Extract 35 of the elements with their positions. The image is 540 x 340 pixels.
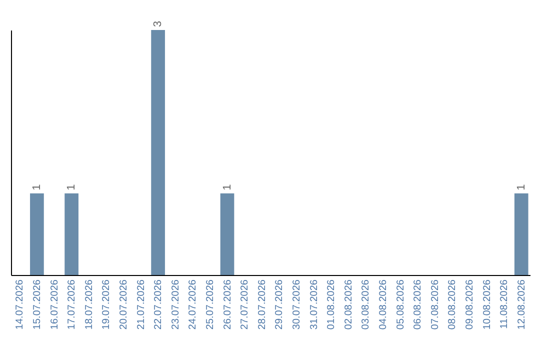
x-tick-label: 08.08.2026	[447, 279, 458, 330]
x-tick-label: 31.07.2026	[308, 279, 320, 330]
x-tick-label: 04.08.2026	[378, 279, 389, 330]
x-tick-label: 12.08.2026	[516, 279, 528, 330]
x-tick-label: 14.07.2026	[14, 279, 26, 330]
x-tick-label: 11.08.2026	[499, 279, 510, 329]
x-tick-label: 15.07.2026	[32, 279, 43, 330]
data-label: 1	[66, 184, 78, 190]
x-tick-label: 26.07.2026	[222, 279, 234, 330]
x-tick-label: 02.08.2026	[343, 279, 354, 330]
x-tick-label: 23.07.2026	[170, 279, 182, 330]
x-tick-label: 24.07.2026	[188, 279, 199, 330]
x-tick-label: 27.07.2026	[240, 279, 251, 330]
x-tick-label: 06.08.2026	[412, 279, 424, 330]
x-tick-label: 25.07.2026	[204, 279, 216, 330]
x-tick-label: 05.08.2026	[395, 279, 406, 330]
x-tick-label: 18.07.2026	[84, 279, 95, 330]
data-label: 1	[30, 184, 43, 190]
data-label: 3	[152, 20, 164, 27]
x-tick-label: 01.08.2026	[326, 279, 338, 330]
x-tick-label: 16.07.2026	[49, 279, 60, 330]
x-tick-label: 21.07.2026	[136, 279, 147, 330]
x-tick-label: 30.07.2026	[291, 279, 302, 330]
x-tick-label: 19.07.2026	[101, 279, 112, 330]
data-label: 1	[221, 184, 234, 190]
x-tick-label: 29.07.2026	[274, 279, 286, 330]
x-tick-label: 07.08.2026	[430, 279, 441, 330]
x-tick-label: 20.07.2026	[118, 279, 130, 330]
x-tick-label: 09.08.2026	[464, 279, 476, 330]
x-tick-label: 17.07.2026	[66, 279, 78, 330]
data-label: 1	[515, 184, 528, 190]
x-tick-label: 10.08.2026	[482, 279, 493, 330]
x-tick-label: 28.07.2026	[256, 279, 268, 330]
x-tick-label: 03.08.2026	[360, 279, 372, 330]
x-tick-label: 22.07.2026	[153, 279, 164, 330]
